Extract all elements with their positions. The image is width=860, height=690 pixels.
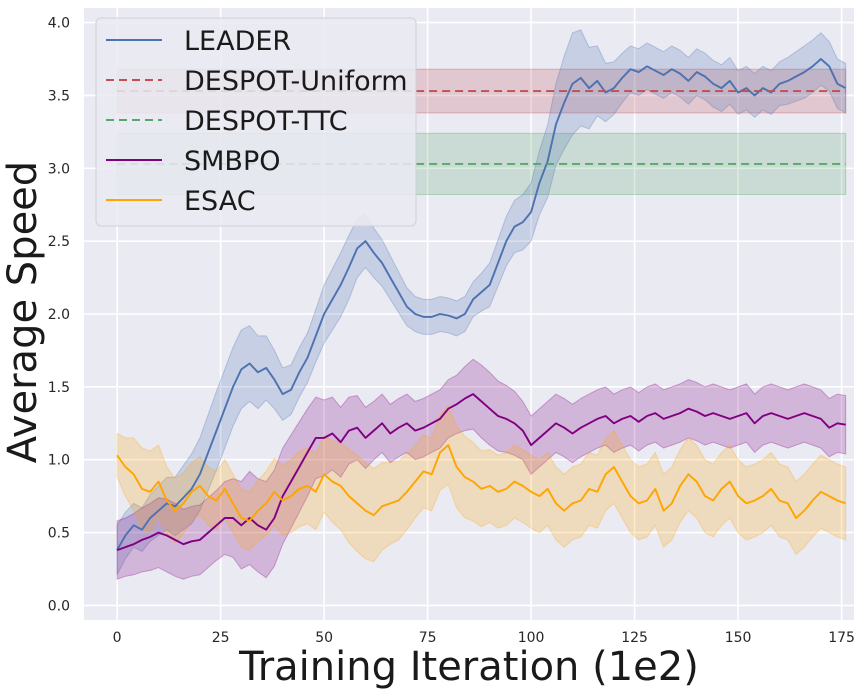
y-tick-label: 4.0 (48, 16, 70, 32)
y-tick-label: 1.5 (48, 380, 70, 396)
x-tick-label: 75 (419, 630, 437, 646)
esac-band (116, 404, 847, 563)
x-tick-label: 50 (315, 630, 333, 646)
y-tick-label: 1.0 (48, 453, 70, 469)
legend-label-smbpo: SMBPO (184, 146, 281, 177)
legend-label-esac: ESAC (184, 186, 256, 217)
leader-line (116, 58, 847, 551)
x-tick-label: 150 (725, 630, 752, 646)
y-tick-label: 3.5 (48, 88, 70, 104)
x-axis-label: Training Iteration (1e2) (238, 644, 699, 690)
y-tick-label: 2.0 (48, 307, 70, 323)
y-axis-ticks: 0.0 0.5 1.0 1.5 2.0 2.5 3.0 3.5 4.0 (48, 16, 70, 615)
legend-label-despot-ttc: DESPOT-TTC (184, 106, 348, 137)
esac-line (116, 444, 847, 522)
y-tick-label: 3.0 (48, 161, 70, 177)
y-axis-label: Average Speed (0, 161, 46, 463)
x-tick-label: 100 (518, 630, 545, 646)
legend-box (95, 17, 417, 227)
legend-label-despot-uniform: DESPOT-Uniform (184, 66, 408, 97)
x-axis-ticks: 0 25 50 75 100 125 150 175 (113, 630, 855, 646)
x-tick-label: 0 (113, 630, 122, 646)
legend: LEADER DESPOT-Uniform DESPOT-TTC SMBPO ESAC (95, 17, 417, 227)
x-tick-label: 125 (621, 630, 648, 646)
x-tick-label: 25 (212, 630, 230, 646)
x-tick-label: 175 (828, 630, 855, 646)
y-tick-label: 0.0 (48, 598, 70, 614)
legend-label-leader: LEADER (184, 26, 291, 57)
smbpo-line (116, 393, 846, 551)
y-tick-label: 2.5 (48, 234, 70, 250)
smbpo-band (116, 358, 847, 580)
y-tick-label: 0.5 (48, 526, 70, 542)
